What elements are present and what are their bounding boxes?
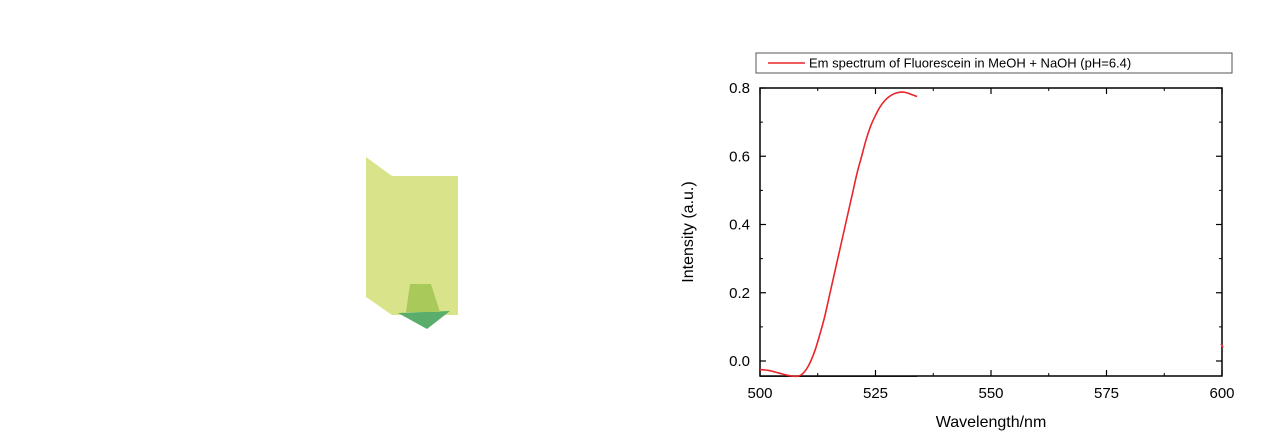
y-axis-title: Intensity (a.u.) — [680, 181, 697, 282]
cuvette-cap — [406, 284, 440, 312]
x-tick-label: 600 — [1209, 385, 1234, 402]
y-tick-label: 0.6 — [729, 148, 750, 165]
y-tick-label: 0.2 — [729, 285, 750, 302]
x-tick-label: 575 — [1094, 385, 1119, 402]
legend-box — [755, 52, 1233, 74]
legend: Em spectrum of Fluorescein in MeOH + NaO… — [755, 52, 1233, 74]
x-axis-ticks — [759, 88, 1223, 376]
cuvette-illustration — [366, 157, 458, 329]
series-line — [759, 91, 918, 378]
x-tick-label: 500 — [747, 385, 772, 402]
edge-mark — [1220, 343, 1224, 348]
plot-frame — [759, 87, 1223, 377]
x-tick-label: 525 — [863, 385, 888, 402]
plot-area: 500 525 550 575 600 0.0 0.2 0.4 0.6 0.8 — [729, 80, 1234, 402]
cuvette-body — [366, 157, 458, 315]
cuvette-glow — [398, 311, 450, 329]
series-layer — [759, 91, 1224, 378]
y-tick-label: 0.8 — [729, 80, 750, 97]
y-axis-tick-labels: 0.0 0.2 0.4 0.6 0.8 — [729, 80, 750, 370]
legend-label: Em spectrum of Fluorescein in MeOH + NaO… — [809, 56, 1131, 71]
y-tick-label: 0.0 — [729, 353, 750, 370]
y-axis-ticks — [760, 87, 1222, 362]
x-axis-title: Wavelength/nm — [936, 414, 1047, 431]
x-tick-label: 550 — [978, 385, 1003, 402]
x-axis-tick-labels: 500 525 550 575 600 — [747, 385, 1234, 402]
y-tick-label: 0.4 — [729, 217, 750, 234]
